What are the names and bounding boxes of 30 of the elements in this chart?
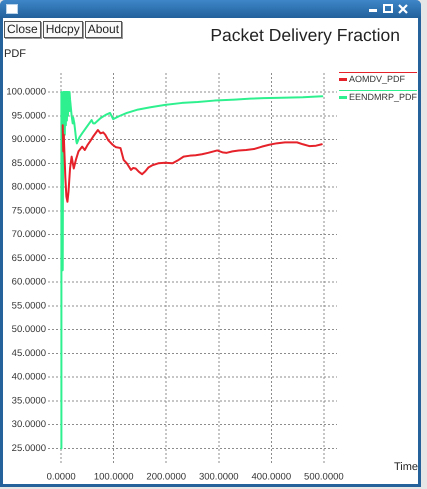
y-tick-label: 40.0000 bbox=[12, 372, 46, 383]
y-tick-label: 100.0000 bbox=[6, 86, 46, 98]
x-tick-label: 500.0000 bbox=[304, 471, 344, 482]
button: Close bbox=[4, 21, 41, 38]
chart-title: Packet Delivery Fraction bbox=[210, 25, 400, 46]
x-tick-label: 100.0000 bbox=[94, 471, 134, 482]
legend-label: AOMDV_PDF bbox=[349, 74, 406, 85]
x-tick-label: 400.0000 bbox=[252, 471, 292, 482]
y-tick-label: 30.0000 bbox=[12, 419, 46, 430]
x-tick-label: 0.0000 bbox=[46, 471, 76, 482]
y-tick-label: 90.0000 bbox=[12, 134, 46, 146]
y-tick-label: 70.0000 bbox=[12, 229, 46, 240]
y-tick-label: 85.0000 bbox=[12, 158, 46, 169]
y-tick-label: 50.0000 bbox=[12, 324, 46, 336]
y-tick-label: 95.0000 bbox=[12, 110, 46, 122]
x-axis-title: Time bbox=[394, 461, 418, 473]
y-tick-label: 80.0000 bbox=[12, 182, 46, 193]
y-tick-label: 65.0000 bbox=[12, 252, 46, 264]
y-tick-label: 25.0000 bbox=[12, 442, 46, 454]
legend-label: EENDMRP_PDF bbox=[349, 92, 418, 103]
button: About bbox=[84, 21, 122, 38]
y-axis-title: PDF bbox=[4, 48, 26, 60]
x-tick-label: 300.0000 bbox=[198, 471, 239, 482]
button: Hdcpy bbox=[42, 21, 83, 38]
y-tick-label: 75.0000 bbox=[12, 205, 46, 216]
x-tick-label: 200.0000 bbox=[146, 471, 186, 482]
y-tick-label: 45.0000 bbox=[12, 348, 46, 359]
y-tick-label: 35.0000 bbox=[12, 395, 46, 406]
y-tick-label: 60.0000 bbox=[12, 276, 46, 288]
y-tick-label: 55.0000 bbox=[12, 300, 46, 312]
